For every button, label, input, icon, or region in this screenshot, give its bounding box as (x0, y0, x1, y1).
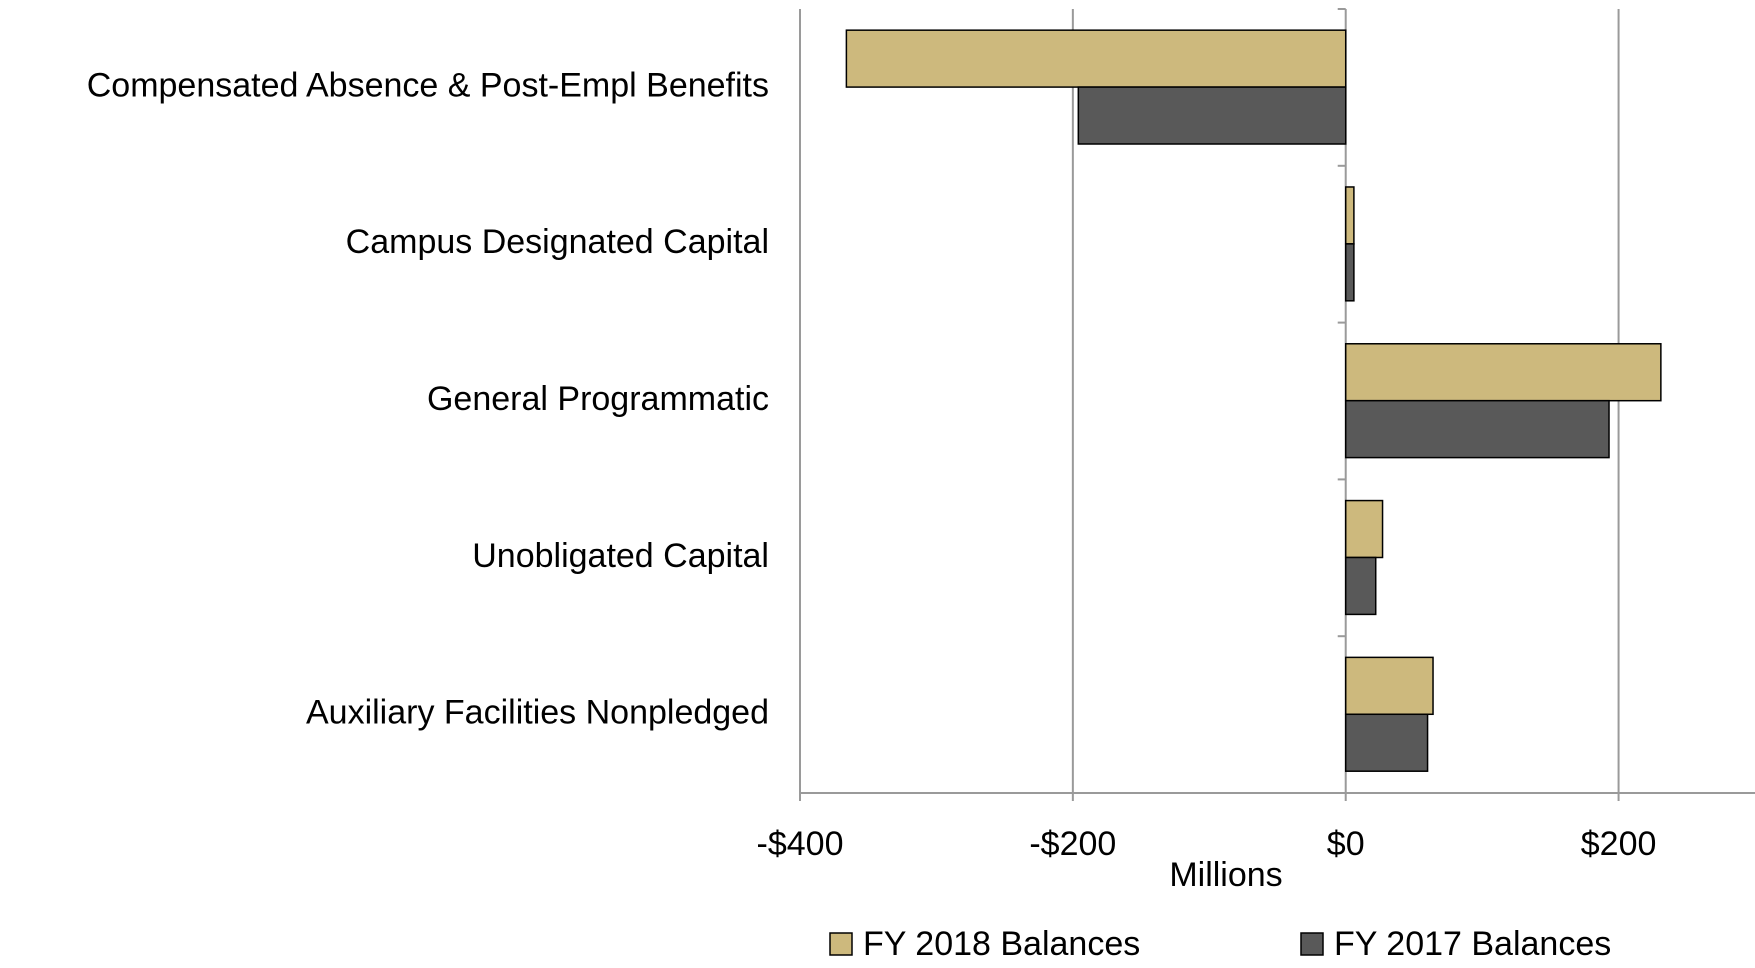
category-label: Unobligated Capital (472, 537, 769, 575)
x-tick-label: $200 (1581, 825, 1657, 863)
category-label: General Programmatic (427, 380, 769, 418)
bar (1344, 343, 1662, 402)
bar (845, 29, 1347, 88)
category-label: Campus Designated Capital (346, 223, 769, 261)
bar (1344, 713, 1429, 772)
x-tick-label: -$200 (1029, 825, 1116, 863)
bar (1077, 86, 1347, 145)
bar (1344, 399, 1610, 459)
category-label: Auxiliary Facilities Nonpledged (306, 694, 769, 732)
legend-label: FY 2017 Balances (1334, 925, 1611, 963)
bar (1344, 499, 1384, 559)
bar (1344, 243, 1355, 302)
legend-label: FY 2018 Balances (863, 925, 1140, 963)
x-axis-label: Millions (1169, 856, 1282, 894)
bar (1344, 656, 1434, 716)
legend-swatch (1300, 932, 1324, 956)
x-tick-label: $0 (1327, 825, 1365, 863)
bar (1344, 186, 1355, 245)
legend-swatch (829, 932, 853, 956)
x-tick-label: -$400 (757, 825, 844, 863)
category-label: Compensated Absence & Post-Empl Benefits (87, 66, 769, 104)
bar (1344, 556, 1377, 616)
